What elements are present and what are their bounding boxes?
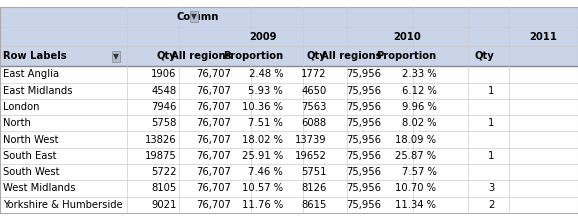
Text: 2: 2 xyxy=(488,200,494,210)
Text: 25.87 %: 25.87 % xyxy=(395,151,436,161)
Text: 1772: 1772 xyxy=(301,69,327,80)
Text: Column: Column xyxy=(176,12,218,22)
Text: ▼: ▼ xyxy=(113,52,118,61)
Text: 3: 3 xyxy=(488,183,494,193)
Bar xyxy=(0,66,578,83)
Text: 8126: 8126 xyxy=(301,183,327,193)
Bar xyxy=(0,7,578,27)
Text: 2009: 2009 xyxy=(249,32,277,41)
Text: 75,956: 75,956 xyxy=(346,151,381,161)
Text: 10.57 %: 10.57 % xyxy=(242,183,283,193)
Text: Qty: Qty xyxy=(307,51,327,61)
Bar xyxy=(0,164,578,180)
Text: 19652: 19652 xyxy=(295,151,327,161)
Text: 4650: 4650 xyxy=(301,86,327,96)
Text: 1: 1 xyxy=(488,86,494,96)
Text: Proportion: Proportion xyxy=(376,51,436,61)
Text: 8615: 8615 xyxy=(301,200,327,210)
Text: London: London xyxy=(3,102,39,112)
Text: 2010: 2010 xyxy=(394,32,421,41)
Bar xyxy=(0,180,578,196)
Text: 76,707: 76,707 xyxy=(197,102,231,112)
Text: West Midlands: West Midlands xyxy=(3,183,75,193)
Text: Qty: Qty xyxy=(475,51,494,61)
Text: Yorkshire & Humberside: Yorkshire & Humberside xyxy=(3,200,123,210)
Text: 7563: 7563 xyxy=(301,102,327,112)
Text: 5722: 5722 xyxy=(151,167,176,177)
Text: 10.36 %: 10.36 % xyxy=(242,102,283,112)
Text: 7946: 7946 xyxy=(151,102,176,112)
Bar xyxy=(0,115,578,131)
Text: South East: South East xyxy=(3,151,57,161)
Text: 10.70 %: 10.70 % xyxy=(395,183,436,193)
Text: 7.51 %: 7.51 % xyxy=(249,118,283,128)
Bar xyxy=(0,83,578,99)
Bar xyxy=(0,131,578,148)
Text: 76,707: 76,707 xyxy=(197,118,231,128)
Text: 2.33 %: 2.33 % xyxy=(402,69,436,80)
Text: 76,707: 76,707 xyxy=(197,167,231,177)
Text: 75,956: 75,956 xyxy=(346,118,381,128)
Text: 6.12 %: 6.12 % xyxy=(402,86,436,96)
Text: 5758: 5758 xyxy=(151,118,176,128)
Text: 76,707: 76,707 xyxy=(197,183,231,193)
Text: 8105: 8105 xyxy=(151,183,176,193)
Text: 8.02 %: 8.02 % xyxy=(402,118,436,128)
Text: 11.76 %: 11.76 % xyxy=(242,200,283,210)
Text: 1: 1 xyxy=(488,118,494,128)
Text: 75,956: 75,956 xyxy=(346,167,381,177)
Text: 9.96 %: 9.96 % xyxy=(402,102,436,112)
Text: 75,956: 75,956 xyxy=(346,200,381,210)
Text: South West: South West xyxy=(3,167,60,177)
Text: 75,956: 75,956 xyxy=(346,183,381,193)
Text: All regions: All regions xyxy=(171,51,231,61)
Text: 5751: 5751 xyxy=(301,167,327,177)
Text: 18.02 %: 18.02 % xyxy=(242,135,283,144)
Text: ▼: ▼ xyxy=(191,12,197,21)
Text: 18.09 %: 18.09 % xyxy=(395,135,436,144)
Bar xyxy=(0,148,578,164)
Text: 76,707: 76,707 xyxy=(197,135,231,144)
Text: 76,707: 76,707 xyxy=(197,69,231,80)
Text: 11.34 %: 11.34 % xyxy=(395,200,436,210)
Text: 76,707: 76,707 xyxy=(197,151,231,161)
Text: 4548: 4548 xyxy=(151,86,176,96)
Text: 7.46 %: 7.46 % xyxy=(249,167,283,177)
Text: Proportion: Proportion xyxy=(223,51,283,61)
Text: 76,707: 76,707 xyxy=(197,200,231,210)
Bar xyxy=(0,27,578,46)
Text: All regions: All regions xyxy=(321,51,381,61)
Text: North West: North West xyxy=(3,135,58,144)
Text: 25.91 %: 25.91 % xyxy=(242,151,283,161)
Text: 13826: 13826 xyxy=(144,135,176,144)
Text: 9021: 9021 xyxy=(151,200,176,210)
Text: 13739: 13739 xyxy=(295,135,327,144)
Text: East Anglia: East Anglia xyxy=(3,69,59,80)
Bar xyxy=(0,46,578,66)
Text: 2011: 2011 xyxy=(529,32,557,41)
Text: Row Labels: Row Labels xyxy=(3,51,66,61)
Bar xyxy=(0,99,578,115)
Text: 75,956: 75,956 xyxy=(346,102,381,112)
Text: 6088: 6088 xyxy=(302,118,327,128)
Text: East Midlands: East Midlands xyxy=(3,86,72,96)
Text: 5.93 %: 5.93 % xyxy=(249,86,283,96)
Text: 75,956: 75,956 xyxy=(346,135,381,144)
Text: 75,956: 75,956 xyxy=(346,69,381,80)
Text: 1906: 1906 xyxy=(151,69,176,80)
Text: North: North xyxy=(3,118,31,128)
Text: 76,707: 76,707 xyxy=(197,86,231,96)
Text: Qty: Qty xyxy=(157,51,176,61)
Text: 7.57 %: 7.57 % xyxy=(402,167,436,177)
Text: 19875: 19875 xyxy=(144,151,176,161)
Text: 75,956: 75,956 xyxy=(346,86,381,96)
Bar xyxy=(0,196,578,213)
Text: 2.48 %: 2.48 % xyxy=(249,69,283,80)
Text: 1: 1 xyxy=(488,151,494,161)
